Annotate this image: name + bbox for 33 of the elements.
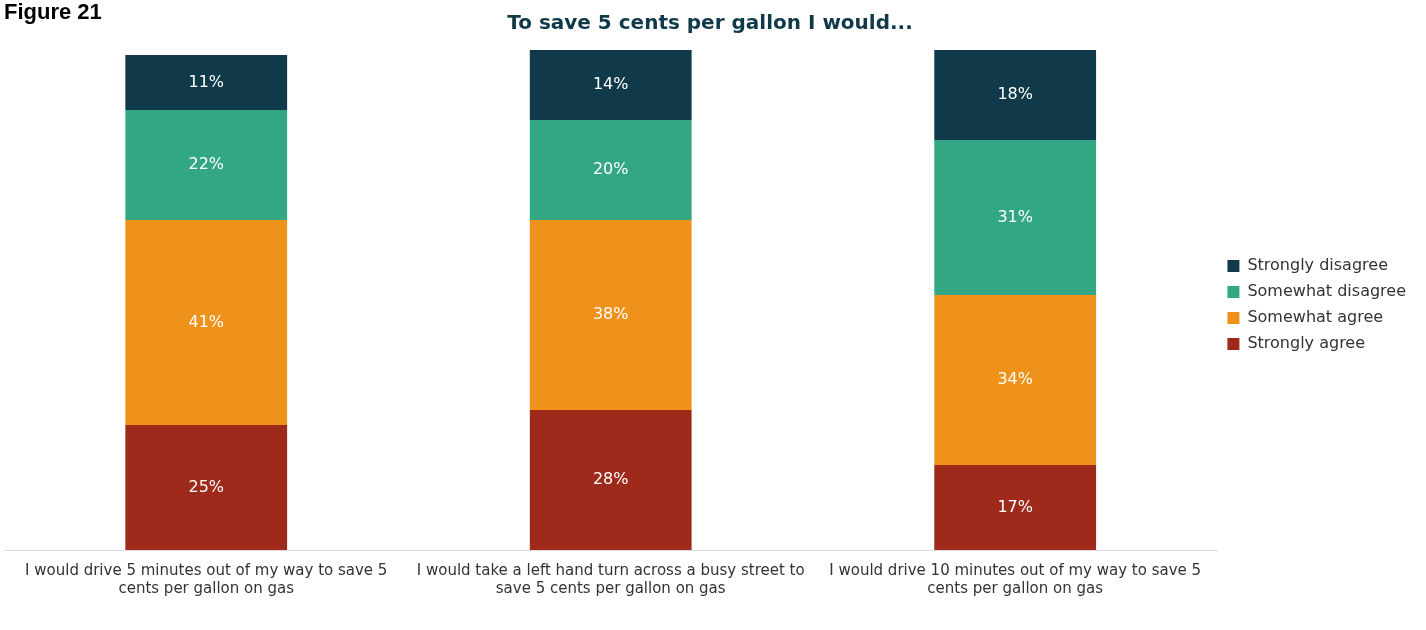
x-tick-label: I would take a left hand turn across a busy street to save 5 cents per gallon on gas [416, 560, 805, 597]
x-tick-label: I would drive 10 minutes out of my way to save 5 cents per gallon on gas [829, 560, 1202, 597]
bar [125, 110, 288, 220]
data-label: 41% [188, 311, 225, 331]
bar [125, 425, 288, 550]
bar [125, 55, 288, 110]
x-tick-label: I would drive 5 minutes out of my way to save 5 cents per gallon on gas [25, 560, 388, 597]
bar [529, 410, 692, 550]
bar [934, 140, 1097, 295]
legend-label: Strongly agree [1247, 333, 1366, 353]
legend-label: Strongly disagree [1247, 255, 1388, 275]
bar [529, 50, 692, 120]
data-label: 22% [188, 154, 225, 174]
data-label: 14% [592, 74, 629, 94]
data-label: 28% [592, 469, 629, 489]
data-label: 25% [188, 476, 225, 496]
data-label: 11% [188, 71, 225, 91]
data-label: 38% [592, 304, 629, 324]
bar [934, 295, 1097, 465]
legend-label: Somewhat agree [1247, 307, 1384, 327]
bar [529, 120, 692, 220]
data-label: 17% [997, 496, 1033, 516]
chart-title: To save 5 cents per gallon I would... [507, 10, 913, 35]
legend-label: Somewhat disagree [1247, 281, 1406, 301]
data-label: 20% [592, 159, 629, 179]
caption: Figure 21 [4, 0, 102, 25]
data-label: 31% [997, 206, 1033, 226]
bar [934, 465, 1097, 550]
bar [934, 50, 1097, 140]
data-label: 34% [997, 369, 1033, 389]
bar [125, 220, 288, 425]
bar [529, 220, 692, 410]
data-label: 18% [997, 84, 1033, 104]
